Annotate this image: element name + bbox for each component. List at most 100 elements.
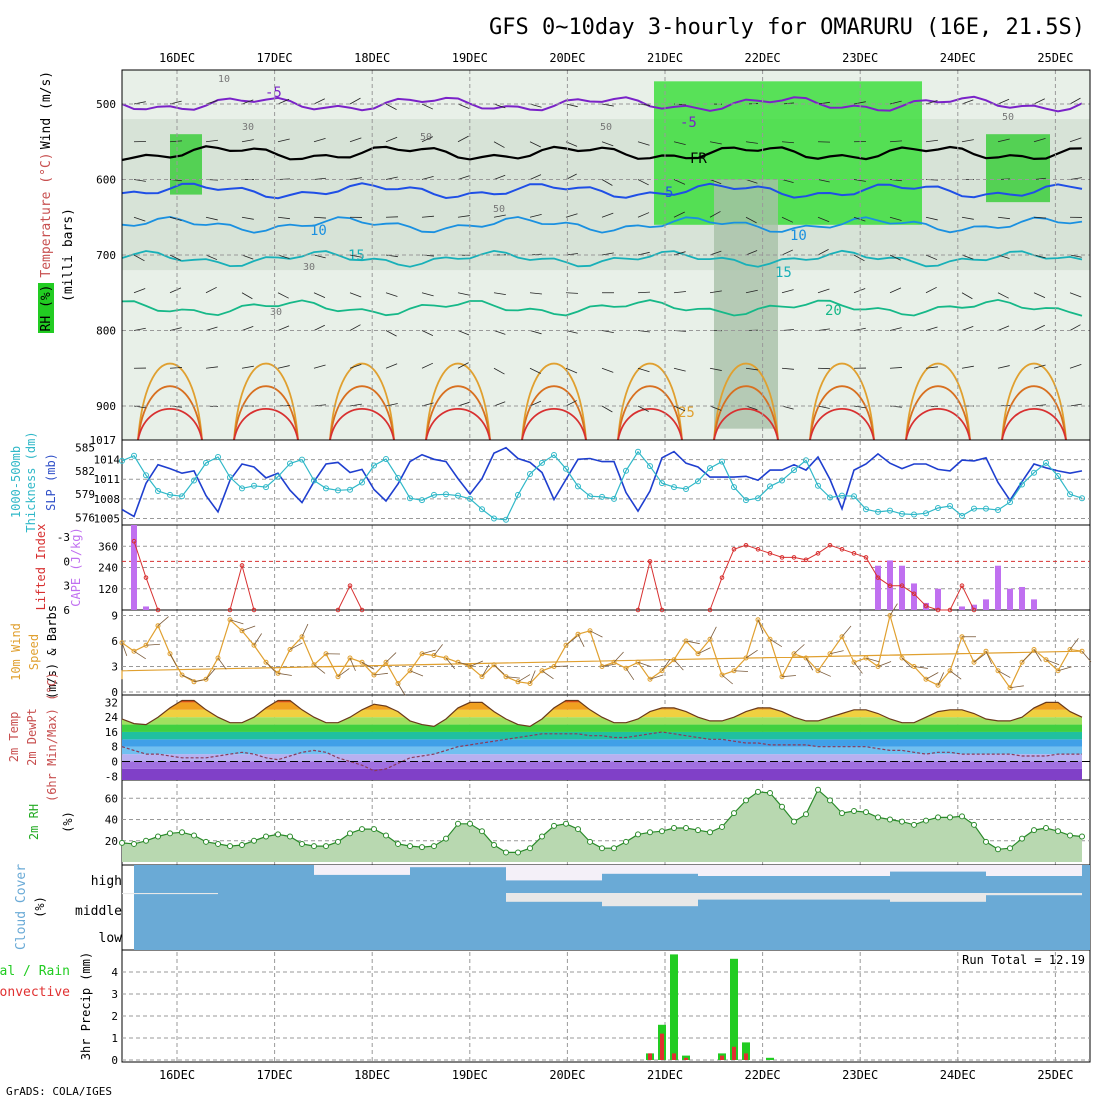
li-marker <box>743 542 749 548</box>
wind-speed-marker <box>119 640 125 646</box>
li-marker <box>875 575 881 580</box>
wind-speed-marker <box>311 662 317 668</box>
cape-bar <box>971 604 977 610</box>
temp-band <box>122 700 1082 703</box>
temp-contour-25 <box>233 362 299 441</box>
wind-barb <box>625 667 635 681</box>
slp-marker <box>839 492 845 499</box>
wind-barb <box>241 292 253 300</box>
cape-bar <box>983 599 989 610</box>
temp-contour-25 <box>521 362 587 441</box>
wind-speed-marker <box>203 676 209 682</box>
rh-marker <box>383 832 389 839</box>
rh-marker <box>575 826 581 833</box>
wind-barb <box>733 670 749 672</box>
wind-barb <box>637 330 650 333</box>
rh-marker <box>623 838 629 845</box>
wind-barb <box>565 292 579 294</box>
date-label-top: 21DEC <box>647 51 683 65</box>
rh-mid-band <box>122 119 1090 271</box>
wind-barb <box>121 642 128 656</box>
wind-barb <box>517 674 531 683</box>
cloud-gap-middle <box>986 893 1082 896</box>
wind-barb <box>277 98 290 105</box>
wind-barb <box>529 174 542 180</box>
wind-barb <box>745 367 758 371</box>
wind-barb <box>493 103 506 109</box>
slp-marker <box>287 460 293 467</box>
wind-barb <box>1021 652 1033 663</box>
rh-contour-label: 30 <box>270 307 282 318</box>
slp-marker <box>503 516 509 523</box>
wind-barb <box>817 670 831 677</box>
slp-marker <box>575 483 581 490</box>
slp-marker <box>539 459 545 466</box>
wind-barb <box>457 292 470 296</box>
wind-barb <box>697 647 711 655</box>
wind-speed-marker <box>1067 647 1073 652</box>
wind-barb <box>313 177 326 180</box>
date-label-bottom: 20DEC <box>549 1068 585 1082</box>
rh-high-patch <box>986 134 1050 203</box>
wind-barb <box>481 664 490 677</box>
wind-barb <box>457 215 470 218</box>
wind-speed-marker <box>539 668 545 674</box>
slp-marker <box>527 471 533 477</box>
li-tick-label: -3 <box>57 531 70 544</box>
temp-contour-label: FR <box>690 151 707 167</box>
temp-contour-25 <box>1001 362 1067 441</box>
temp-contour-35 <box>521 407 587 441</box>
rh-marker <box>1055 828 1061 835</box>
rh-marker <box>1031 827 1037 834</box>
wind-speed-marker <box>851 659 857 665</box>
cloud-gap-middle <box>122 893 218 895</box>
slp-marker <box>467 495 473 502</box>
wind-barb <box>649 674 664 680</box>
temp2m-panel: 32 24 16 8 0-8 <box>105 696 1090 783</box>
rh-marker <box>419 844 425 851</box>
wind-barb <box>997 138 1010 143</box>
rh-marker <box>911 821 917 828</box>
temp-contour-35 <box>905 407 971 441</box>
wind-barb <box>529 400 542 407</box>
wind-barb <box>421 402 434 407</box>
wind-barb <box>385 103 397 110</box>
precip-convective-bar <box>660 1033 664 1060</box>
slp-marker <box>851 493 857 500</box>
wind-barb <box>193 678 208 683</box>
wind-barb <box>205 326 218 331</box>
wind-speed-marker <box>263 659 269 665</box>
wind-speed-marker <box>863 655 869 661</box>
slp-tick-label: 1008 <box>94 493 121 506</box>
temp-contour-25 <box>425 362 491 441</box>
wind-barb <box>925 139 938 143</box>
rh-marker <box>743 797 749 804</box>
wind-barb <box>385 292 398 297</box>
cloud-fill <box>134 865 1090 950</box>
wind-barb <box>817 249 829 256</box>
wind-barb <box>493 330 506 335</box>
wind-barb <box>877 661 892 667</box>
rh-marker <box>731 810 737 817</box>
wind-speed-marker <box>1043 657 1049 663</box>
slp-marker <box>215 454 221 460</box>
rh-marker <box>551 822 557 829</box>
wind-barb <box>997 216 1010 220</box>
temp-contour-label: 20 <box>825 303 842 319</box>
slp-marker <box>1079 495 1085 502</box>
rh-marker <box>263 833 269 840</box>
wind-barb <box>421 292 434 297</box>
wind-speed-marker <box>455 659 461 665</box>
li-marker <box>839 546 845 552</box>
wind-barb <box>205 100 218 105</box>
rh-marker <box>443 835 449 842</box>
wind-barb <box>577 634 585 647</box>
slp-marker <box>803 457 809 464</box>
slp-marker <box>695 478 701 485</box>
cape-bar <box>131 525 137 610</box>
wind-barb <box>529 141 541 148</box>
wind-speed-line <box>121 613 1083 689</box>
wind-barb <box>433 644 443 656</box>
temp-contour-25 <box>905 362 971 441</box>
